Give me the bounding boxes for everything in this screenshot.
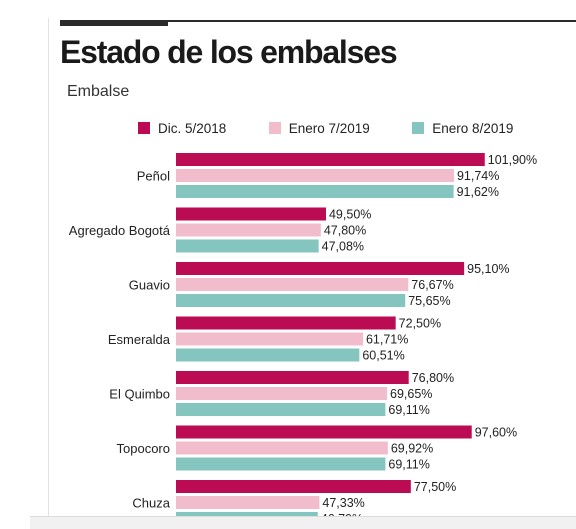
bar-guavio-enero8: [176, 294, 406, 307]
top-rule-accent: [60, 20, 168, 26]
value-label-agregado-bogota-enero8: 47,08%: [322, 240, 364, 254]
bar-guavio-enero7: [176, 278, 409, 291]
bar-el-quimbo-enero7: [176, 387, 388, 400]
value-label-penol-dic: 101,90%: [488, 153, 537, 167]
value-label-agregado-bogota-dic: 49,50%: [329, 208, 371, 222]
bar-topocoro-dic: [176, 425, 472, 439]
value-label-topocoro-enero7: 69,92%: [391, 442, 433, 456]
value-label-agregado-bogota-enero7: 47,80%: [324, 224, 366, 238]
top-rule: [60, 20, 576, 22]
value-label-penol-enero7: 91,74%: [457, 169, 499, 183]
bar-chuza-dic: [176, 480, 411, 493]
bar-topocoro-enero7: [176, 441, 388, 455]
bar-el-quimbo-enero8: [176, 403, 386, 416]
bar-agregado-bogota-enero7: [176, 223, 321, 237]
legend-item-enero7: Enero 7/2019: [268, 121, 370, 137]
bar-agregado-bogota-enero8: [176, 239, 319, 253]
value-label-penol-enero8: 91,62%: [457, 185, 499, 199]
left-divider: [48, 18, 49, 528]
category-label-agregado-bogota: Agregado Bogotá: [69, 223, 171, 238]
value-label-el-quimbo-enero8: 69,11%: [388, 403, 429, 417]
bar-agregado-bogota-dic: [176, 207, 326, 221]
value-label-esmeralda-dic: 72,50%: [399, 317, 441, 331]
bar-esmeralda-enero7: [176, 332, 363, 346]
bar-esmeralda-dic: [176, 316, 396, 330]
category-label-esmeralda: Esmeralda: [108, 332, 171, 347]
value-label-topocoro-enero8: 69,11%: [388, 458, 429, 472]
bar-el-quimbo-dic: [176, 371, 409, 384]
bar-penol-enero8: [176, 185, 454, 198]
bar-chuza-enero7: [176, 496, 320, 509]
category-label-chuza: Chuza: [132, 496, 170, 511]
value-label-chuza-dic: 77,50%: [414, 480, 456, 494]
category-label-el-quimbo: El Quimbo: [109, 387, 170, 402]
legend-swatch-dic: [138, 122, 150, 135]
legend-item-enero8: Enero 8/2019: [412, 121, 513, 136]
chart-subtitle: Embalse: [67, 83, 130, 100]
value-label-el-quimbo-dic: 76,80%: [412, 371, 454, 385]
bar-esmeralda-enero8: [176, 348, 360, 362]
chart-title: Estado de los embalses: [60, 34, 398, 70]
category-label-penol: Peñol: [137, 169, 170, 184]
value-label-esmeralda-enero8: 60,51%: [362, 349, 404, 363]
value-label-chuza-enero7: 47,33%: [322, 496, 364, 510]
bar-topocoro-enero8: [176, 457, 386, 471]
value-label-guavio-enero8: 75,65%: [408, 294, 450, 308]
bar-guavio-dic: [176, 262, 465, 275]
legend-label-enero7: Enero 7/2019: [288, 121, 370, 137]
bar-penol-dic: [176, 153, 485, 166]
legend-label-enero8: Enero 8/2019: [432, 121, 514, 137]
legend-swatch-enero8: [412, 122, 425, 135]
value-label-el-quimbo-enero7: 69,65%: [390, 387, 432, 401]
category-label-topocoro: Topocoro: [117, 441, 170, 456]
legend-label-dic: Dic. 5/2018: [158, 121, 227, 137]
legend-item-dic: Dic. 5/2018: [138, 121, 226, 136]
bottom-band: [30, 516, 576, 529]
value-label-guavio-dic: 95,10%: [467, 262, 509, 276]
value-label-guavio-enero7: 76,67%: [411, 278, 453, 292]
value-label-topocoro-dic: 97,60%: [475, 426, 517, 440]
legend: Dic. 5/2018 Enero 7/2019 Enero 8/2019: [138, 120, 513, 136]
legend-swatch-enero7: [268, 122, 281, 135]
category-label-guavio: Guavio: [129, 278, 170, 293]
value-label-esmeralda-enero7: 61,71%: [366, 333, 408, 347]
bar-penol-enero7: [176, 169, 454, 182]
